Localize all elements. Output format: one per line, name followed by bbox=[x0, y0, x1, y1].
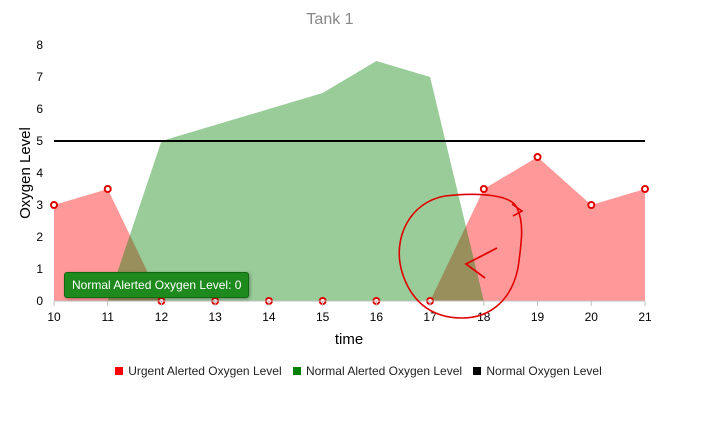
y-tick-label: 3 bbox=[36, 198, 43, 212]
x-tick-label: 11 bbox=[101, 310, 114, 324]
legend-item-normal-alerted[interactable]: Normal Alerted Oxygen Level bbox=[292, 364, 463, 378]
hand-drawn-annotation bbox=[398, 193, 524, 319]
chart-title: Tank 1 bbox=[306, 11, 353, 28]
legend-swatch-black bbox=[473, 367, 482, 375]
data-point-8 bbox=[479, 185, 488, 193]
y-tick-label: 7 bbox=[36, 70, 43, 84]
legend-swatch-red bbox=[115, 367, 124, 375]
x-tick-label: 17 bbox=[423, 310, 437, 324]
circle-annotation bbox=[398, 193, 523, 319]
circle-end-mark bbox=[511, 203, 524, 217]
x-tick-label: 10 bbox=[47, 310, 61, 324]
y-tick-label: 8 bbox=[36, 38, 43, 52]
y-tick-label: 4 bbox=[36, 166, 43, 180]
x-tick-label: 12 bbox=[155, 310, 169, 324]
legend-label-urgent: Urgent Alerted Oxygen Level bbox=[128, 364, 282, 378]
x-tick-label: 15 bbox=[316, 310, 330, 324]
y-tick-label: 2 bbox=[36, 230, 43, 244]
x-tick-label: 13 bbox=[209, 310, 223, 324]
data-point-1 bbox=[103, 185, 112, 193]
data-point-11 bbox=[641, 185, 649, 193]
y-tick-label: 0 bbox=[36, 294, 43, 308]
x-tick-label: 21 bbox=[638, 310, 652, 324]
legend-label-normal-alerted: Normal Alerted Oxygen Level bbox=[305, 364, 463, 378]
area-series-0 bbox=[54, 157, 645, 301]
data-point-0 bbox=[50, 201, 58, 209]
x-axis-label: time bbox=[335, 331, 363, 348]
x-tick-label: 14 bbox=[262, 310, 276, 324]
data-point-10 bbox=[587, 201, 596, 209]
y-tick-label: 1 bbox=[36, 262, 43, 276]
tooltip: Normal Alerted Oxygen Level: 0 bbox=[64, 272, 250, 298]
arrow-annotation bbox=[464, 247, 498, 279]
x-tick-label: 19 bbox=[531, 310, 545, 324]
x-tick-label: 20 bbox=[585, 310, 599, 324]
legend: Urgent Alerted Oxygen Level Normal Alert… bbox=[0, 364, 717, 378]
data-point-9 bbox=[533, 153, 542, 161]
legend-item-urgent[interactable]: Urgent Alerted Oxygen Level bbox=[115, 364, 282, 378]
x-tick-label: 18 bbox=[477, 310, 491, 324]
y-tick-label: 5 bbox=[36, 134, 43, 148]
x-tick-label: 16 bbox=[370, 310, 384, 324]
legend-item-normal[interactable]: Normal Oxygen Level bbox=[473, 364, 602, 378]
y-axis-label: Oxygen Level bbox=[17, 127, 34, 219]
legend-swatch-green bbox=[292, 367, 301, 375]
legend-label-normal: Normal Oxygen Level bbox=[486, 364, 602, 378]
area-series-1 bbox=[107, 61, 484, 301]
y-tick-label: 6 bbox=[36, 102, 43, 116]
